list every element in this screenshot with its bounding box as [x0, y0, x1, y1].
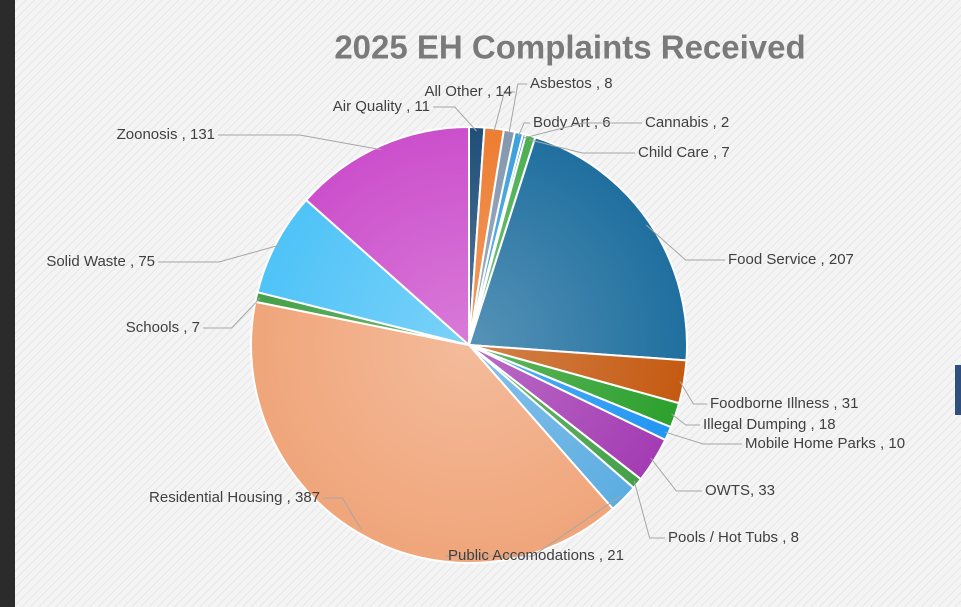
data-label: Food Service , 207	[728, 251, 854, 268]
data-label: Body Art , 6	[533, 114, 611, 131]
data-label: Residential Housing , 387	[149, 489, 320, 506]
label-name: Zoonosis	[117, 126, 178, 143]
label-name: Foodborne Illness	[710, 395, 829, 412]
label-name: Child Care	[638, 144, 709, 161]
data-label: Pools / Hot Tubs , 8	[668, 529, 799, 546]
data-label: Foodborne Illness , 31	[710, 395, 858, 412]
label-name: Air Quality	[333, 98, 403, 115]
label-value: , 207	[816, 251, 854, 268]
label-value: , 7	[709, 144, 730, 161]
label-value: , 6	[590, 114, 611, 131]
data-label: Asbestos , 8	[530, 75, 613, 92]
label-value: , 2	[708, 114, 729, 131]
edge-tab	[955, 365, 961, 415]
leader-line	[529, 139, 635, 154]
leader-line	[664, 431, 742, 445]
data-label: Solid Waste , 75	[46, 253, 155, 270]
data-label: Public Accomodations , 21	[448, 547, 624, 564]
leader-line	[218, 134, 382, 151]
data-label: Air Quality , 11	[333, 98, 430, 115]
label-value: , 387	[282, 489, 320, 506]
label-value: , 33	[750, 482, 775, 499]
leader-line	[323, 497, 363, 531]
leader-line	[679, 381, 707, 405]
label-name: Residential Housing	[149, 489, 282, 506]
label-value: , 131	[177, 126, 215, 143]
label-value: , 7	[179, 319, 200, 336]
label-value: , 11	[402, 98, 430, 115]
label-name: Body Art	[533, 114, 591, 131]
data-label: Illegal Dumping , 18	[703, 416, 836, 433]
data-label: Zoonosis , 131	[117, 126, 215, 143]
label-name: Asbestos	[530, 75, 592, 92]
label-name: OWTS	[705, 482, 750, 499]
label-name: Solid Waste	[46, 253, 125, 270]
label-name: Schools	[126, 319, 179, 336]
leader-line	[508, 83, 527, 135]
leader-line	[671, 413, 700, 426]
leader-line	[158, 244, 280, 263]
side-strip	[0, 0, 15, 607]
label-value: , 14	[483, 83, 512, 100]
leader-line	[433, 106, 477, 132]
leader-line	[445, 495, 622, 557]
data-label: Schools , 7	[126, 319, 200, 336]
label-name: Public Accomodations	[448, 547, 595, 564]
leader-line	[523, 122, 642, 139]
data-label: Mobile Home Parks , 10	[745, 435, 905, 452]
chart-title: 2025 EH Complaints Received	[334, 29, 805, 66]
label-name: Food Service	[728, 251, 816, 268]
label-name: Cannabis	[645, 114, 708, 131]
data-label: OWTS, 33	[705, 482, 775, 499]
label-value: , 8	[778, 529, 799, 546]
leader-line	[203, 297, 261, 329]
leader-line	[650, 457, 702, 492]
label-value: , 18	[806, 416, 835, 433]
leader-line	[493, 91, 515, 133]
label-value: , 8	[592, 75, 613, 92]
label-name: Illegal Dumping	[703, 416, 806, 433]
data-label: Child Care , 7	[638, 144, 730, 161]
label-name: Pools / Hot Tubs	[668, 529, 778, 546]
leader-line	[645, 224, 725, 261]
label-name: Mobile Home Parks	[745, 435, 876, 452]
label-value: , 75	[126, 253, 155, 270]
label-name: All Other	[424, 83, 482, 100]
leader-line	[633, 480, 665, 539]
label-value: , 31	[829, 395, 858, 412]
label-value: , 21	[595, 547, 624, 564]
data-label: All Other , 14	[424, 83, 512, 100]
leader-line	[517, 122, 530, 137]
label-value: , 10	[876, 435, 905, 452]
data-label: Cannabis , 2	[645, 114, 729, 131]
